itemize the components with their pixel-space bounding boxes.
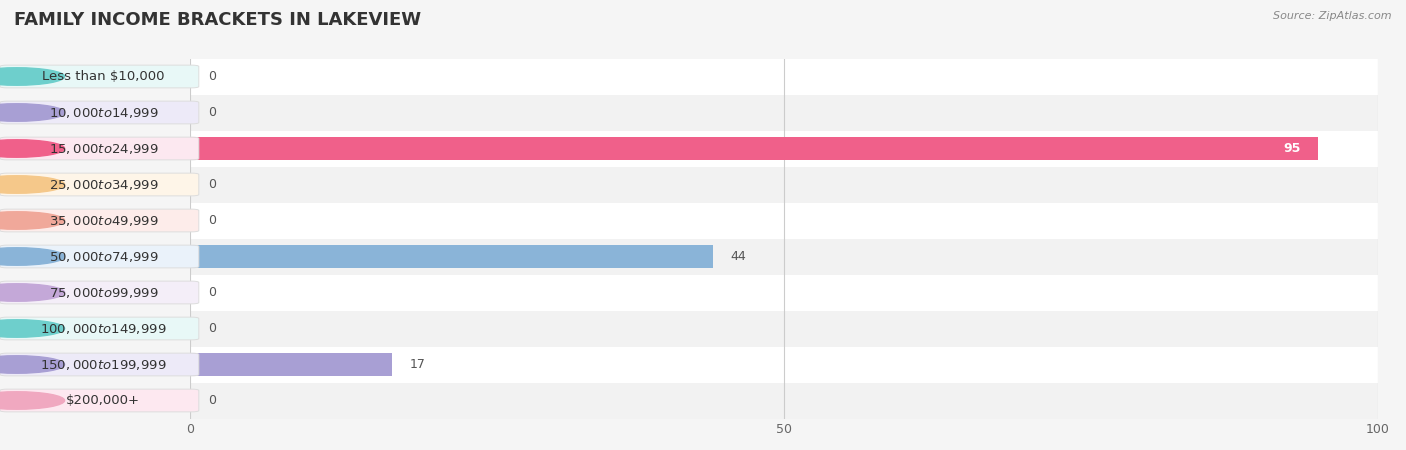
Text: $100,000 to $149,999: $100,000 to $149,999 [41, 321, 166, 336]
Text: 0: 0 [208, 214, 215, 227]
Bar [190, 353, 392, 376]
Text: $35,000 to $49,999: $35,000 to $49,999 [48, 213, 159, 228]
Bar [190, 382, 1378, 418]
Text: Source: ZipAtlas.com: Source: ZipAtlas.com [1274, 11, 1392, 21]
Text: $15,000 to $24,999: $15,000 to $24,999 [48, 141, 159, 156]
Text: FAMILY INCOME BRACKETS IN LAKEVIEW: FAMILY INCOME BRACKETS IN LAKEVIEW [14, 11, 422, 29]
Circle shape [0, 68, 65, 85]
Bar [190, 130, 1378, 166]
Text: $150,000 to $199,999: $150,000 to $199,999 [41, 357, 166, 372]
Circle shape [0, 248, 65, 265]
Bar [190, 346, 1378, 382]
Circle shape [0, 212, 65, 229]
Text: $10,000 to $14,999: $10,000 to $14,999 [48, 105, 159, 120]
Circle shape [0, 104, 65, 121]
FancyBboxPatch shape [0, 389, 198, 412]
FancyBboxPatch shape [0, 173, 198, 196]
Circle shape [0, 356, 65, 373]
Bar [190, 58, 1378, 94]
Bar [190, 202, 1378, 238]
Text: $50,000 to $74,999: $50,000 to $74,999 [48, 249, 159, 264]
Text: 0: 0 [208, 394, 215, 407]
Text: 0: 0 [208, 322, 215, 335]
Bar [190, 94, 1378, 130]
Circle shape [0, 176, 65, 193]
Text: 0: 0 [208, 70, 215, 83]
Circle shape [0, 140, 65, 157]
Circle shape [0, 392, 65, 409]
FancyBboxPatch shape [0, 101, 198, 124]
FancyBboxPatch shape [0, 245, 198, 268]
Text: 0: 0 [208, 286, 215, 299]
Bar [190, 137, 1319, 160]
FancyBboxPatch shape [0, 281, 198, 304]
FancyBboxPatch shape [0, 209, 198, 232]
Text: 0: 0 [208, 106, 215, 119]
Text: $200,000+: $200,000+ [66, 394, 141, 407]
FancyBboxPatch shape [0, 137, 198, 160]
Text: 17: 17 [409, 358, 426, 371]
Text: 95: 95 [1284, 142, 1301, 155]
Text: Less than $10,000: Less than $10,000 [42, 70, 165, 83]
Circle shape [0, 320, 65, 337]
Text: $75,000 to $99,999: $75,000 to $99,999 [48, 285, 159, 300]
Text: 0: 0 [208, 178, 215, 191]
Text: 44: 44 [730, 250, 747, 263]
Bar [190, 166, 1378, 202]
FancyBboxPatch shape [0, 65, 198, 88]
Bar [190, 245, 713, 268]
Circle shape [0, 284, 65, 301]
FancyBboxPatch shape [0, 353, 198, 376]
Text: $25,000 to $34,999: $25,000 to $34,999 [48, 177, 159, 192]
Bar [190, 238, 1378, 274]
FancyBboxPatch shape [0, 317, 198, 340]
Bar [190, 274, 1378, 310]
Bar [190, 310, 1378, 346]
